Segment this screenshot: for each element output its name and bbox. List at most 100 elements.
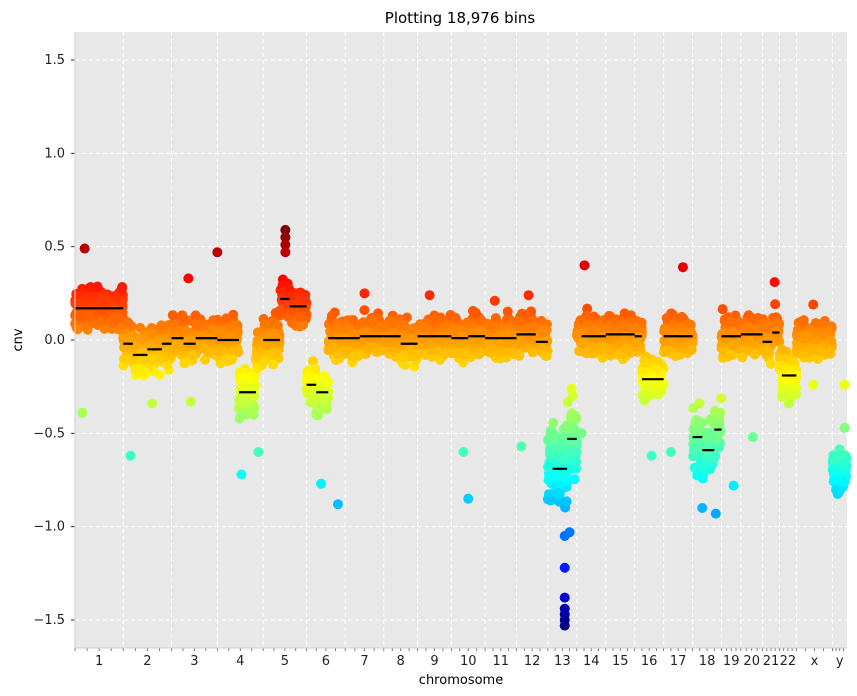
bin-point [715,407,726,418]
bin-point [175,325,186,336]
bin-point [221,313,232,324]
bin-point [366,318,377,329]
bin-point [573,329,584,340]
outlier-point [677,262,688,273]
bin-point [294,321,305,332]
bin-point [251,351,262,362]
bin-point [470,307,481,318]
bin-point [130,364,141,375]
bin-point [429,314,440,325]
outlier-point [665,447,676,457]
outlier-point [564,527,575,538]
chart-title: Plotting 18,976 bins [385,9,536,27]
bin-point [676,311,687,322]
y-tick-label: −1.0 [33,520,65,535]
bin-point [502,345,513,356]
bin-point [686,344,697,355]
outlier-point [77,407,88,418]
bin-point [454,347,465,358]
bin-point [268,349,279,360]
bin-point [544,472,555,483]
bin-point [250,371,261,382]
bin-point [122,317,133,328]
chromosome-label: 2 [143,654,151,669]
bin-point [439,349,450,360]
bin-point [299,293,310,304]
chromosome-label: 9 [430,654,438,669]
outlier-point [185,396,196,407]
outlier-point [236,469,247,480]
bin-point [548,417,559,428]
bin-point [386,318,397,329]
bin-point [819,327,830,338]
outlier-point [559,592,570,603]
bin-point [396,330,407,341]
chromosome-label: 18 [699,654,716,669]
bin-point [693,426,704,437]
bin-point [297,311,308,322]
bin-point [528,321,539,332]
bin-point [493,338,504,349]
outlier-point [839,458,850,469]
bin-point [279,286,290,297]
bin-point [796,316,807,327]
x-axis-label: chromosome [419,673,503,688]
chromosome-label: 1 [95,654,103,669]
bin-point [364,341,375,352]
chromosome-label: 12 [524,654,541,669]
bin-point [146,328,157,339]
bin-point [639,395,650,406]
bin-point [80,295,91,306]
y-tick-label: 0.0 [44,333,65,348]
bin-point [258,357,269,368]
chromosome-label: 15 [612,654,629,669]
bin-point [619,308,630,319]
bin-point [829,475,840,486]
chromosome-label: 7 [360,654,368,669]
chromosome-label: 10 [460,654,477,669]
bin-point [83,283,94,294]
bin-point [640,358,651,369]
bin-point [501,314,512,325]
outlier-point [839,422,850,433]
outlier-point [280,224,291,235]
bin-point [188,349,199,360]
outlier-point [579,260,590,271]
bin-point [457,331,468,342]
y-tick-label: −1.5 [33,613,65,628]
bin-point [121,354,132,365]
bin-point [162,359,173,370]
bin-point [552,471,563,482]
bin-point [541,350,552,361]
bin-point [308,356,319,367]
chromosome-label: 16 [641,654,658,669]
bin-point [615,321,626,332]
bin-point [214,328,225,339]
bin-point [527,347,538,358]
bin-point [72,324,83,335]
bin-point [716,393,727,404]
outlier-point [458,447,469,457]
outlier-point [559,562,570,573]
bin-point [561,446,572,457]
bin-point [770,299,781,310]
bin-point [799,333,810,344]
bin-point [603,322,614,333]
outlier-point [697,503,708,513]
outlier-point [576,428,587,439]
bin-point [561,496,572,507]
bin-point [705,464,716,475]
outlier-point [212,247,223,258]
bin-point [328,342,339,353]
chromosome-label: 22 [780,654,797,669]
outlier-point [559,620,570,631]
bin-point [764,347,775,358]
bin-point [717,304,728,315]
bin-point [167,310,178,321]
bin-point [737,352,748,363]
y-tick-label: 1.0 [44,146,65,161]
bin-point [237,409,248,420]
outlier-point [747,432,758,443]
chromosome-label: 6 [322,654,330,669]
outlier-point [463,493,474,504]
